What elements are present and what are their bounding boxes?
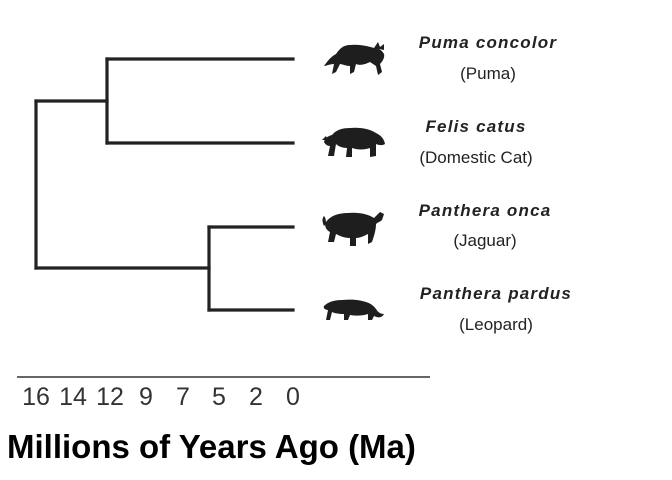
taxon-label-puma: Puma concolor (Puma) [419, 33, 558, 83]
taxon-label-pardus: Panthera pardus (Leopard) [420, 284, 572, 334]
leopard-silhouette-icon [323, 299, 384, 320]
domestic-cat-silhouette-icon [322, 127, 385, 157]
tick-label: 2 [249, 383, 263, 411]
tick-label: 7 [176, 383, 190, 411]
scientific-name: Panthera pardus [420, 284, 572, 303]
taxon-label-felis: Felis catus (Domestic Cat) [419, 117, 532, 167]
tick-label: 16 [22, 383, 50, 411]
taxon-label-onca: Panthera onca (Jaguar) [419, 201, 552, 250]
time-axis: 16 14 12 9 7 5 2 0 [17, 376, 430, 411]
common-name: (Leopard) [459, 315, 533, 334]
tick-label: 5 [212, 383, 226, 411]
common-name: (Puma) [460, 64, 516, 83]
axis-title: Millions of Years Ago (Ma) [7, 428, 416, 465]
tick-label: 0 [286, 383, 300, 411]
tick-label: 14 [59, 383, 87, 411]
tick-label: 12 [96, 383, 124, 411]
tick-label: 9 [139, 383, 153, 411]
jaguar-silhouette-icon [322, 212, 384, 246]
common-name: (Jaguar) [453, 231, 516, 250]
common-name: (Domestic Cat) [419, 148, 532, 167]
puma-silhouette-icon [324, 42, 385, 75]
scientific-name: Puma concolor [419, 33, 558, 52]
scientific-name: Panthera onca [419, 201, 552, 220]
scientific-name: Felis catus [425, 117, 526, 136]
tree-branches [34, 57, 295, 312]
